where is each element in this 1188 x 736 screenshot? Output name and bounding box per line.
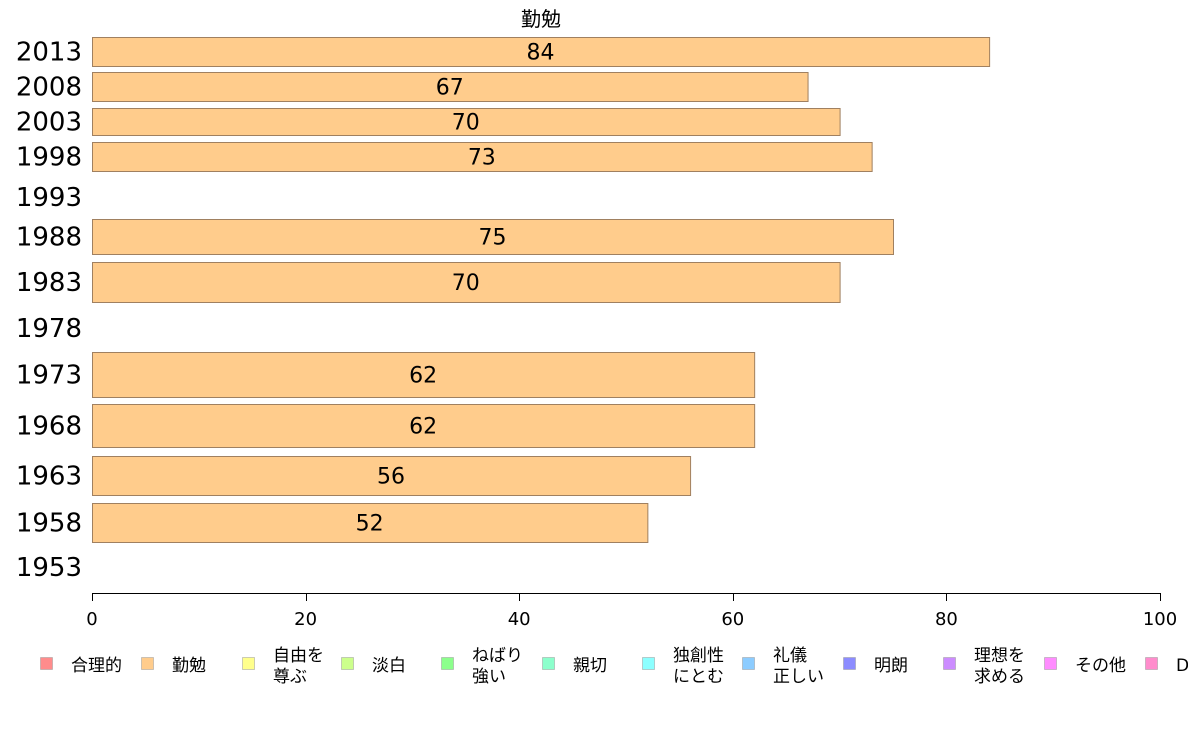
legend-swatch	[843, 657, 856, 670]
bar-value-label: 56	[377, 465, 405, 490]
bar-value-label: 62	[409, 364, 437, 389]
legend-label: 理想を	[974, 646, 1025, 666]
y-tick-label: 1978	[16, 314, 82, 344]
legend-label: 求める	[974, 667, 1025, 687]
y-tick-label: 1983	[16, 268, 82, 298]
legend-swatch	[40, 657, 53, 670]
legend-label: 勤勉	[172, 656, 206, 676]
y-axis-labels: 2013 2008 2003 1998 1993 1988 1983 1978 1973 1968…	[16, 38, 82, 584]
x-tick-label: 0	[86, 609, 97, 630]
legend-label: その他	[1075, 656, 1126, 676]
bar	[92, 219, 894, 255]
legend-label: 自由を	[273, 646, 324, 666]
legend-label: 尊ぶ	[273, 667, 307, 687]
y-tick-label: 1968	[16, 412, 82, 442]
x-tick-label: 20	[294, 609, 317, 630]
y-tick-label: 1988	[16, 223, 82, 253]
legend-item: 合理的	[40, 656, 122, 676]
bar-value-label: 52	[356, 512, 384, 537]
legend-item: D	[1145, 656, 1188, 676]
bar-value-label: 73	[468, 146, 496, 171]
bar-value-label: 62	[409, 415, 437, 440]
y-tick-label: 1958	[16, 509, 82, 539]
x-tick-label: 40	[508, 609, 531, 630]
bar-value-label: 84	[527, 41, 555, 66]
bar-value-label: 70	[452, 111, 480, 136]
legend-item: 明朗	[843, 656, 908, 676]
legend-label: 明朗	[874, 656, 908, 676]
bar	[92, 352, 756, 398]
legend-label: 正しい	[773, 667, 824, 687]
bar-value-label: 70	[452, 271, 480, 296]
bar	[92, 503, 649, 543]
bar	[92, 37, 991, 67]
legend-swatch	[441, 657, 454, 670]
legend-swatch	[1044, 657, 1057, 670]
legend-item: 淡白	[341, 656, 406, 676]
legend-swatch	[943, 657, 956, 670]
y-tick-label: 1998	[16, 143, 82, 173]
legend-item: 親切	[542, 656, 607, 676]
legend-item: その他	[1044, 656, 1126, 676]
y-tick-label: 2008	[16, 73, 82, 103]
legend-swatch	[242, 657, 255, 670]
y-tick-label: 2003	[16, 108, 82, 138]
legend-label: ねばり	[472, 646, 523, 666]
legend-label: にとむ	[673, 667, 724, 687]
y-tick-label: 1993	[16, 183, 82, 213]
legend-item: 勤勉	[141, 656, 206, 676]
legend-swatch	[141, 657, 154, 670]
bar	[92, 404, 756, 448]
y-tick-label: 2013	[16, 38, 82, 68]
legend-label: 合理的	[71, 656, 122, 676]
y-tick-label: 1953	[16, 553, 82, 583]
x-tick-label: 80	[935, 609, 958, 630]
legend-label: D	[1176, 656, 1188, 676]
legend-label: 親切	[573, 656, 607, 676]
legend-label: 淡白	[372, 656, 406, 676]
bar-value-label: 75	[479, 226, 507, 251]
bar-value-label: 67	[436, 76, 464, 101]
bar	[92, 108, 841, 136]
legend-label: 礼儀	[773, 646, 807, 666]
legend-swatch	[1145, 657, 1158, 670]
bar	[92, 262, 841, 303]
x-axis: 0 20 40 60 80 100	[86, 593, 1177, 630]
y-tick-label: 1963	[16, 462, 82, 492]
x-tick-label: 100	[1143, 609, 1177, 630]
legend-label: 強い	[472, 667, 506, 687]
bar	[92, 142, 873, 172]
legend-swatch	[341, 657, 354, 670]
bar	[92, 456, 692, 496]
bar	[92, 72, 809, 102]
y-tick-label: 1973	[16, 361, 82, 391]
legend-swatch	[742, 657, 755, 670]
legend-label: 独創性	[673, 646, 724, 666]
legend-swatch	[642, 657, 655, 670]
legend-swatch	[542, 657, 555, 670]
chart-title: 勤勉	[521, 7, 561, 31]
x-tick-label: 60	[721, 609, 744, 630]
